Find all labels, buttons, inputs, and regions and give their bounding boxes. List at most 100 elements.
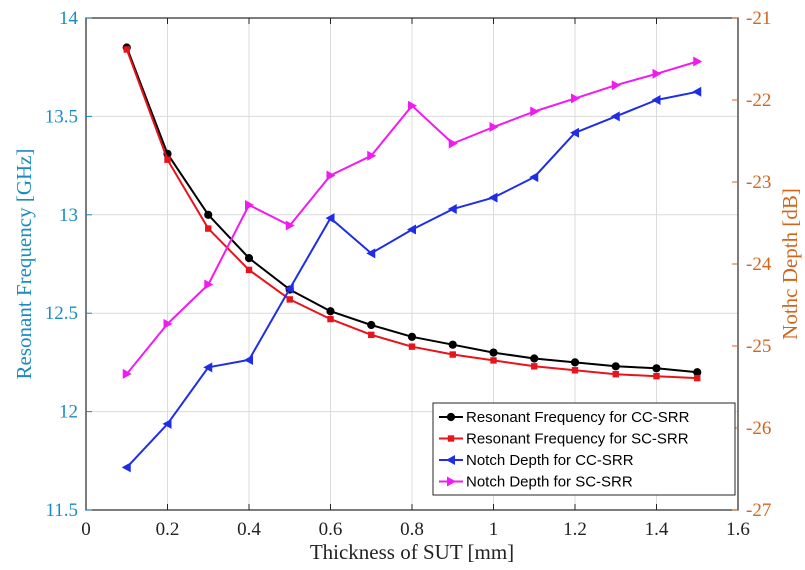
data-point	[326, 307, 335, 316]
data-point	[284, 283, 294, 294]
x-tick-label: 1.6	[726, 519, 750, 540]
grid-lines	[86, 18, 738, 510]
series-3	[121, 86, 702, 473]
data-point	[448, 138, 458, 149]
series-1	[122, 43, 702, 377]
data-point	[531, 363, 538, 370]
data-point	[205, 225, 212, 232]
legend-marker	[446, 455, 455, 465]
data-point	[489, 348, 498, 357]
data-point	[245, 266, 253, 274]
y-left-tick-label: 13	[59, 205, 78, 226]
y-right-tick-label: -22	[746, 90, 771, 111]
data-point	[653, 372, 660, 380]
x-tick-label: 1.2	[563, 519, 587, 540]
data-point	[407, 332, 417, 341]
y-left-tick-label: 14	[59, 8, 79, 29]
data-point	[571, 367, 579, 374]
x-tick-label: 0.4	[237, 519, 261, 540]
data-point	[366, 248, 376, 259]
legend-item: Resonant Frequency for SC-SRR	[439, 431, 689, 448]
data-point	[693, 56, 703, 67]
legend-box	[432, 402, 736, 496]
x-tick-label: 1.4	[645, 519, 669, 540]
data-point	[570, 358, 580, 367]
y-right-tick-label: -23	[746, 172, 771, 193]
data-point	[693, 368, 702, 377]
legend-label: Notch Depth for SC-SRR	[466, 474, 633, 491]
data-point	[203, 362, 213, 373]
data-point	[408, 100, 417, 111]
data-point	[529, 172, 539, 183]
y-right-tick-label: -21	[746, 8, 771, 29]
y-right-tick-label: -24	[746, 254, 772, 275]
legend: Resonant Frequency for CC-SRR Resonant Fr…	[432, 402, 736, 496]
legend-label: Resonant Frequency for CC-SRR	[466, 409, 690, 426]
data-point	[652, 68, 662, 79]
data-point	[489, 122, 499, 133]
data-point	[530, 106, 540, 117]
legend-marker	[446, 412, 456, 422]
axes-layer: 0 0.2 0.4 0.6 0.8 1 1.2 1.4 1.6 11.5 12 12.5 13 13.5 1…	[45, 8, 772, 540]
data-point	[204, 279, 214, 290]
data-point	[490, 357, 497, 364]
x-tick-label: 0	[81, 519, 91, 540]
data-point	[244, 354, 253, 365]
data-point	[121, 462, 131, 473]
data-point	[407, 224, 416, 235]
legend-label: Notch Depth for CC-SRR	[466, 452, 634, 469]
data-point	[611, 362, 620, 371]
y-left-tick-label: 12.5	[45, 303, 78, 324]
data-point	[448, 340, 457, 349]
legend-item: Notch Depth for CC-SRR	[439, 452, 634, 469]
data-point	[164, 156, 171, 163]
data-point	[367, 320, 376, 330]
data-point	[610, 111, 620, 122]
series-layer	[121, 43, 703, 473]
data-point	[449, 351, 456, 358]
data-point	[162, 418, 172, 429]
data-point	[204, 210, 213, 219]
data-point	[122, 368, 132, 379]
x-tick-label: 0.2	[156, 519, 180, 540]
legend-marker	[447, 435, 455, 442]
data-point	[245, 199, 254, 210]
x-axis-label: Thickness of SUT [mm]	[310, 540, 514, 564]
data-point	[612, 371, 619, 378]
x-tick-label: 0.8	[400, 519, 424, 540]
data-point	[123, 46, 130, 53]
y-right-tick-label: -27	[746, 500, 771, 521]
legend-item: Resonant Frequency for CC-SRR	[439, 409, 690, 426]
data-point	[694, 374, 701, 382]
y-axis-right-label: Nothc Depth [dB]	[778, 188, 802, 340]
data-point	[570, 127, 579, 138]
data-point	[325, 213, 335, 224]
data-point	[651, 95, 661, 105]
data-point	[326, 170, 336, 181]
y-left-tick-label: 12	[59, 402, 78, 423]
legend-marker	[447, 476, 456, 487]
y-right-tick-label: -26	[746, 418, 771, 439]
data-point	[244, 253, 254, 263]
x-tick-label: 1	[489, 519, 499, 540]
data-point	[367, 150, 377, 161]
series-2	[123, 46, 701, 382]
data-point	[692, 86, 702, 97]
data-point	[327, 315, 334, 323]
data-point	[286, 296, 293, 303]
data-point	[530, 354, 539, 363]
data-point	[488, 192, 498, 203]
legend-item: Notch Depth for SC-SRR	[439, 474, 633, 491]
series-4	[122, 56, 703, 379]
data-point	[447, 204, 457, 215]
data-point	[652, 364, 661, 373]
data-point	[408, 343, 416, 350]
y-left-tick-label: 11.5	[45, 500, 78, 521]
y-right-tick-label: -25	[746, 336, 771, 357]
y-axis-left-label: Resonant Frequency [GHz]	[12, 149, 36, 380]
x-tick-label: 0.6	[319, 519, 343, 540]
y-left-tick-label: 13.5	[45, 106, 78, 127]
data-point	[163, 318, 173, 329]
data-point	[285, 220, 295, 231]
